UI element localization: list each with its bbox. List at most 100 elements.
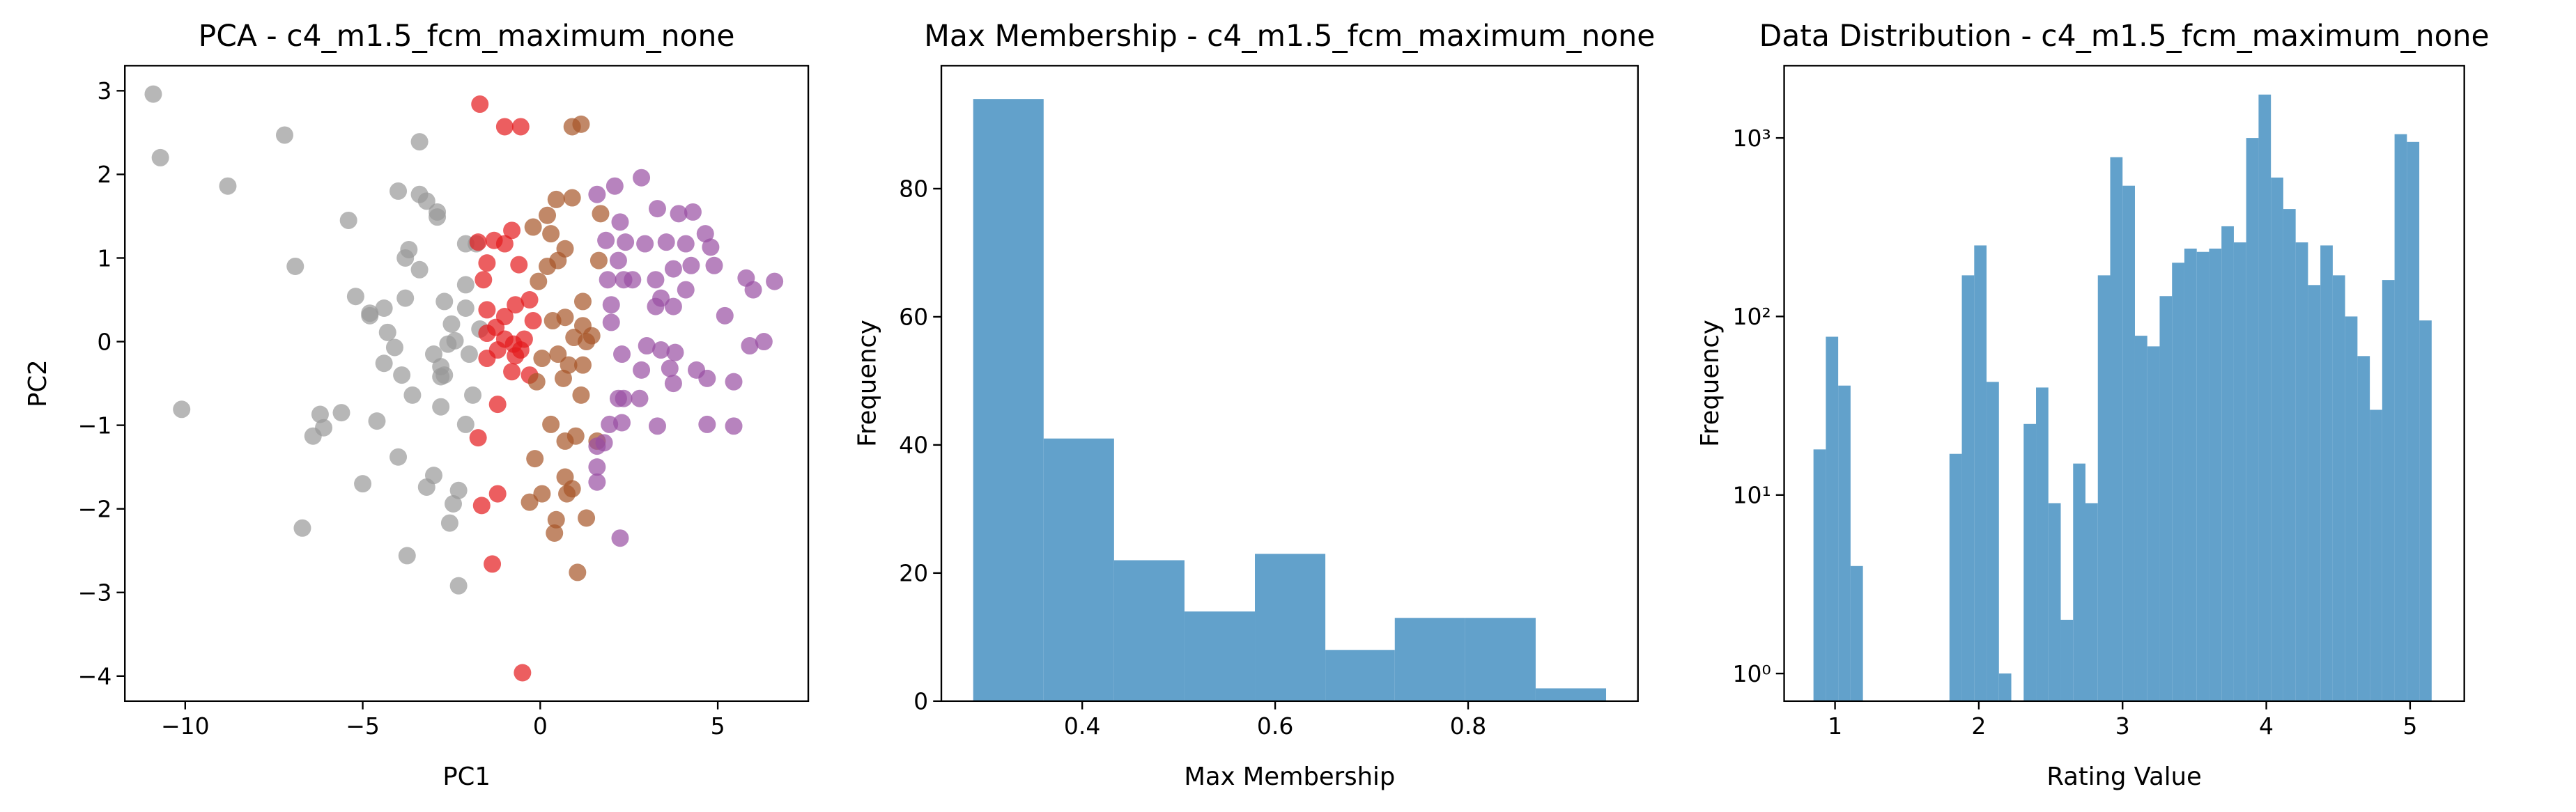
bar <box>2357 356 2370 701</box>
bar <box>2345 316 2358 701</box>
point <box>385 338 403 357</box>
point <box>652 341 670 359</box>
point <box>670 205 688 223</box>
point <box>613 345 631 364</box>
bar <box>1043 438 1114 701</box>
y-axis-label: Frequency <box>1696 320 1725 447</box>
bar <box>2122 185 2135 701</box>
point <box>526 450 544 468</box>
bar <box>1813 449 1826 701</box>
point <box>588 458 606 476</box>
bar <box>2172 263 2184 701</box>
bar <box>1974 245 1987 701</box>
x-tick-label: 4 <box>2259 712 2274 740</box>
point <box>647 271 665 289</box>
point <box>573 292 592 311</box>
point <box>435 292 454 311</box>
point <box>554 369 572 387</box>
point <box>613 414 631 432</box>
point <box>475 271 493 289</box>
point <box>511 118 530 136</box>
point <box>702 238 720 256</box>
bar <box>2407 141 2420 701</box>
point <box>609 389 627 407</box>
point <box>478 254 496 272</box>
point <box>602 313 620 331</box>
point <box>588 185 606 203</box>
point <box>542 225 560 243</box>
bar <box>2097 275 2111 701</box>
bar <box>2419 320 2432 701</box>
x-tick-label: 1 <box>1828 712 1842 740</box>
point <box>611 213 629 231</box>
point <box>657 233 675 251</box>
point <box>744 281 762 299</box>
point <box>633 361 651 379</box>
point <box>578 509 596 527</box>
bar <box>2221 226 2234 701</box>
x-tick-label: 0.6 <box>1257 712 1293 740</box>
point <box>478 350 496 368</box>
y-tick-label: 3 <box>97 77 111 104</box>
point <box>556 432 574 450</box>
point <box>435 366 454 384</box>
point <box>547 190 565 208</box>
point <box>611 529 629 547</box>
point <box>638 337 656 355</box>
point <box>339 211 357 229</box>
point <box>311 405 329 423</box>
y-tick-label: 2 <box>97 161 111 188</box>
point <box>478 301 496 319</box>
point <box>432 398 450 416</box>
point <box>286 257 304 275</box>
point <box>569 563 587 581</box>
point <box>390 448 408 466</box>
bar <box>1850 565 1863 701</box>
point <box>469 429 487 447</box>
point <box>631 389 649 407</box>
y-tick-label: 10⁰ <box>1732 660 1771 687</box>
y-axis-label: PC2 <box>24 359 52 407</box>
bar <box>2209 248 2222 701</box>
bar <box>1961 275 1975 701</box>
point <box>390 182 408 200</box>
point <box>173 400 191 419</box>
point <box>648 417 666 435</box>
point <box>400 240 418 258</box>
x-tick-label: 0 <box>533 712 548 740</box>
chart-title: PCA - c4_m1.5_fcm_maximum_none <box>199 19 735 54</box>
chart-title: Max Membership - c4_m1.5_fcm_maximum_non… <box>924 19 1655 54</box>
bar <box>2073 463 2086 701</box>
point <box>445 494 462 513</box>
point <box>648 200 666 218</box>
y-tick-label: 10¹ <box>1732 482 1771 509</box>
x-tick-label: −5 <box>346 712 380 740</box>
point <box>602 296 620 314</box>
point <box>471 95 489 114</box>
bar <box>2147 346 2160 701</box>
bar <box>1826 336 1839 701</box>
bar <box>1394 618 1465 701</box>
point <box>542 415 560 433</box>
point <box>456 415 475 433</box>
point <box>597 231 615 249</box>
point <box>368 412 386 430</box>
point <box>652 289 670 307</box>
point <box>398 547 416 565</box>
point <box>503 363 521 381</box>
point <box>572 115 590 133</box>
point <box>533 485 551 503</box>
point <box>424 467 442 485</box>
point <box>510 256 528 274</box>
point <box>588 473 606 491</box>
y-tick-label: −4 <box>78 663 112 690</box>
bar <box>1113 560 1185 701</box>
point <box>664 260 682 278</box>
point <box>514 664 532 682</box>
point <box>705 256 723 274</box>
axes-frame <box>124 65 810 703</box>
point <box>755 333 773 351</box>
point <box>488 485 507 503</box>
point <box>495 235 514 253</box>
